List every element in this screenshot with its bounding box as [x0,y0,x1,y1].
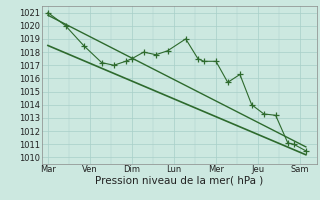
X-axis label: Pression niveau de la mer( hPa ): Pression niveau de la mer( hPa ) [95,176,263,186]
